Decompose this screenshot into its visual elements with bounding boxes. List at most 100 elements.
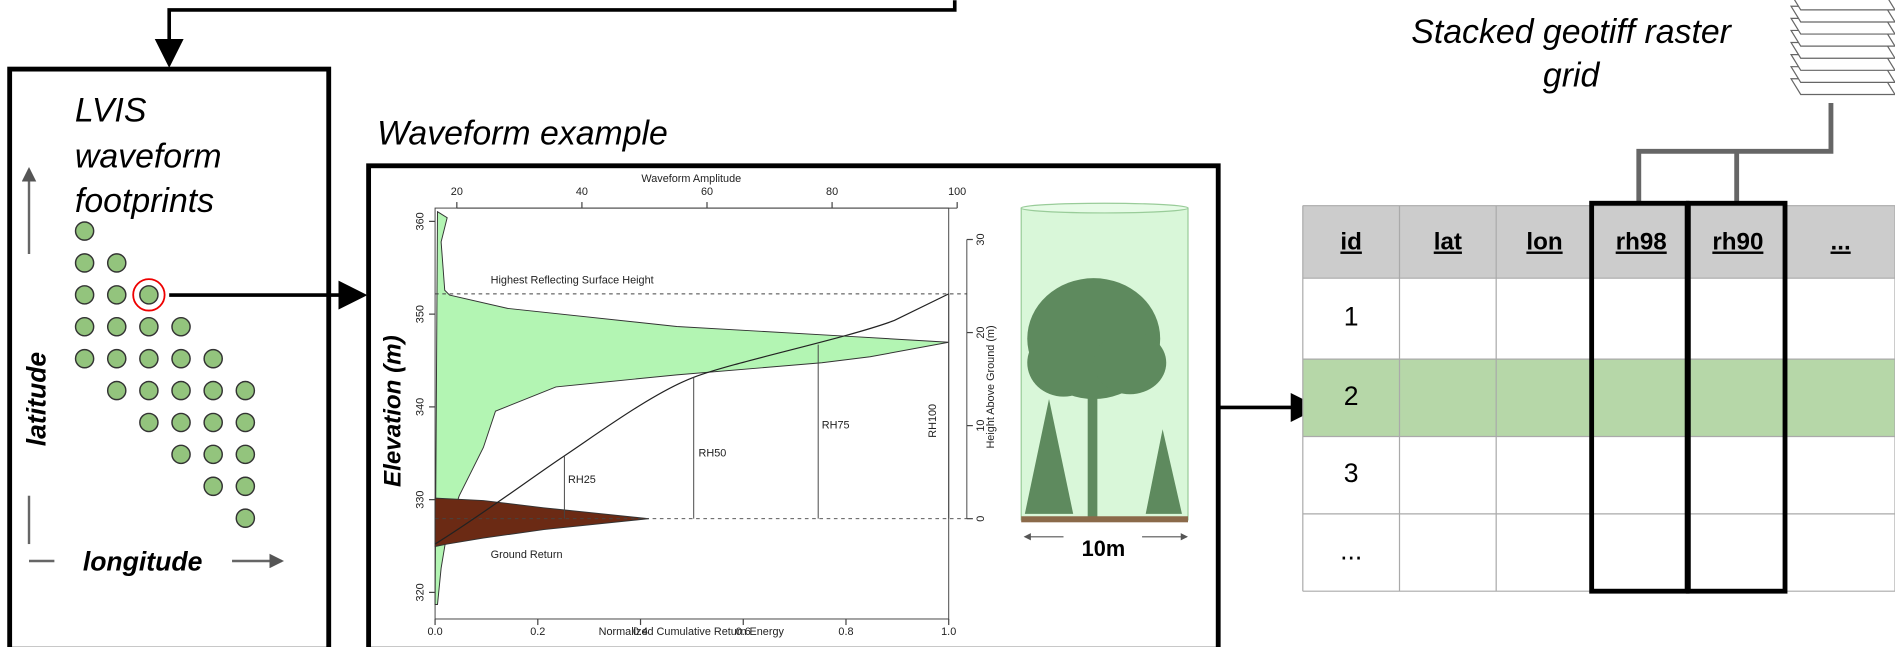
top-connector (154, 0, 957, 68)
footprint-dot (139, 412, 159, 433)
footprint-dot (203, 348, 223, 369)
ellipse (1093, 331, 1167, 395)
x-tick-label: 1.0 (941, 626, 956, 638)
footprint-dot (74, 221, 95, 241)
top-axis-label: Waveform Amplitude (641, 173, 741, 185)
y-tick-label: 10 (975, 420, 987, 432)
footprint-dot (106, 285, 127, 305)
annotation: Highest Reflecting Surface Height (491, 274, 654, 286)
lon-label: longitude (83, 546, 203, 576)
footprint-dot (235, 412, 256, 433)
footprint-dot (74, 253, 95, 273)
footprint-title: waveform (75, 137, 222, 175)
polygon (1145, 429, 1182, 514)
cumulative-curve (434, 293, 949, 545)
highlight-row (1302, 359, 1895, 437)
y-tick-label: 350 (414, 305, 426, 323)
selected-footprint (132, 278, 166, 312)
footprint-dot (106, 348, 127, 369)
waveform-title: Waveform example (377, 115, 668, 153)
column-header: lon (1526, 229, 1562, 256)
x-tick-label: 0.8 (838, 626, 853, 638)
footprint-dot (203, 412, 223, 433)
footprint-dot (139, 316, 159, 337)
footprint-dot (203, 476, 223, 497)
footprint-dot (171, 316, 191, 337)
footprint-dot (106, 316, 127, 337)
layout (7, 0, 1895, 647)
annotation: RH25 (568, 474, 596, 486)
footprint-box (7, 66, 332, 647)
waveform-shape (434, 210, 949, 605)
row-id: 2 (1344, 381, 1359, 411)
raster-title: Stacked geotiff raster (1411, 13, 1732, 51)
annotation: RH75 (822, 419, 850, 431)
annotation: RH100 (927, 404, 939, 438)
y-tick-label: 30 (975, 233, 987, 245)
footprint-dot (74, 348, 95, 369)
ground (1021, 516, 1189, 523)
waveform-box (366, 163, 1221, 647)
y-tick-label: 340 (414, 398, 426, 416)
cylinder-top (1020, 202, 1189, 214)
row-id: 1 (1344, 302, 1359, 332)
footprint-dot (171, 348, 191, 369)
left-axis-label: Elevation (m) (379, 335, 406, 487)
rh90-frame (1685, 200, 1788, 594)
footprint-dot (139, 348, 159, 369)
scale-label: 10m (1082, 536, 1126, 561)
rh-lines (563, 293, 950, 519)
x-tick-label: 0.6 (736, 626, 751, 638)
rect (1087, 362, 1098, 518)
footprint-dot (106, 380, 127, 401)
footprint-dot (106, 253, 127, 273)
lat-label: latitude (22, 352, 52, 447)
ellipse (1027, 328, 1100, 397)
trees (1024, 278, 1182, 518)
ground-return-shape (434, 497, 650, 548)
y-tick-label: 320 (414, 583, 426, 601)
footprint-dot (171, 380, 191, 401)
column-header: ... (1831, 229, 1851, 256)
column-header: rh90 (1712, 229, 1763, 256)
footprint-dot (235, 444, 256, 465)
raster-connector (1636, 102, 1834, 206)
footprint-dot (171, 412, 191, 433)
footprint-dot (139, 285, 159, 305)
annotation: Ground Return (491, 549, 563, 561)
table-header (1302, 205, 1895, 279)
raster-stack (1789, 0, 1895, 96)
polygon (1024, 399, 1074, 514)
footprint-title: footprints (75, 182, 214, 220)
footprint-dot (139, 380, 159, 401)
footprint-dot (74, 285, 95, 305)
x-tick-label: 80 (826, 186, 838, 198)
row-id: ... (1340, 536, 1362, 566)
footprint-dot (171, 444, 191, 465)
footprint-title: LVIS (75, 92, 147, 130)
x-tick-label: 20 (451, 186, 463, 198)
y-tick-label: 330 (414, 491, 426, 509)
right-axis-label: Height Above Ground (m) (985, 325, 997, 448)
x-tick-label: 0.2 (530, 626, 545, 638)
x-tick-label: 0.0 (428, 626, 443, 638)
x-tick-label: 40 (576, 186, 588, 198)
x-tick-label: 100 (948, 186, 966, 198)
footprint-dot (235, 508, 256, 528)
bottom-axis-label: Normalized Cumulative Return Energy (599, 626, 785, 638)
column-header: rh98 (1616, 229, 1667, 256)
y-tick-label: 0 (975, 516, 987, 522)
row-id: 3 (1344, 458, 1359, 488)
footprint-dot (74, 316, 95, 337)
footprint-dot (203, 380, 223, 401)
annotation: RH50 (699, 447, 727, 459)
footprint-dot (203, 444, 223, 465)
y-tick-label: 20 (975, 327, 987, 339)
footprint-dot (235, 380, 256, 401)
column-header: id (1340, 229, 1361, 256)
column-header: lat (1434, 229, 1462, 256)
footprint-dot (235, 476, 256, 497)
x-tick-label: 0.4 (633, 626, 648, 638)
